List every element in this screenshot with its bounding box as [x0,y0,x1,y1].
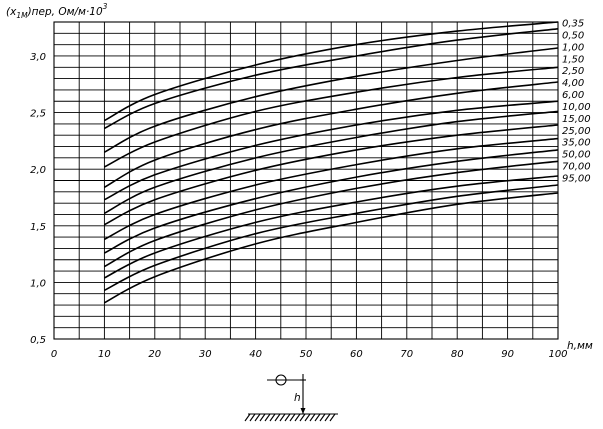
series-label: 6,00 [562,90,584,101]
conductor-schematic: h [244,374,338,422]
x-tick-label: 0 [51,349,57,360]
series-line [104,110,559,215]
x-tick-label: 60 [350,349,363,360]
y-tick-label: 0,5 [30,335,46,346]
curves [104,21,559,304]
x-tick-label: 30 [199,349,212,360]
series-line [104,100,559,201]
series-line [104,124,559,226]
grid [53,21,559,340]
series-labels: 0,350,501,001,502,504,006,0010,0015,0025… [562,19,591,185]
y-tick-labels: 0,5 1,0 1,5 2,0 2,5 3,0 [30,52,46,346]
series-label: 1,00 [562,42,584,53]
plot-frame [53,21,559,340]
x-axis-label: h,мм [567,340,593,352]
series-label: 95,00 [562,174,591,185]
y-tick-label: 2,0 [30,165,46,176]
series-line [104,192,559,304]
x-tick-label: 20 [148,349,161,360]
series-line [104,28,559,130]
series-line [104,149,559,254]
series-label: 2,50 [562,66,584,77]
series-label: 50,00 [562,150,591,161]
series-label: 70,00 [562,162,591,173]
series-line [104,66,559,168]
x-tick-label: 90 [501,349,514,360]
series-label: 35,00 [562,138,591,149]
x-tick-label: 70 [400,349,413,360]
y-tick-label: 1,0 [30,278,46,289]
series-label: 4,00 [562,78,584,89]
x-tick-label: 40 [249,349,262,360]
series-line [104,160,559,268]
schematic-h-label: h [294,392,301,404]
x-tick-label: 10 [98,349,111,360]
series-line [104,184,559,292]
series-label: 0,50 [562,30,584,41]
y-tick-label: 2,5 [30,109,46,120]
series-label: 10,00 [562,102,591,113]
y-tick-label: 3,0 [30,52,46,63]
y-axis-label: (x1М)пер, Ом/м·103 [6,2,108,20]
series-line [104,47,559,153]
series-label: 25,00 [562,126,591,137]
series-label: 1,50 [562,54,584,65]
series-label: 15,00 [562,114,591,125]
series-line [104,175,559,279]
y-tick-label: 1,5 [30,222,46,233]
x-tick-label: 80 [451,349,464,360]
x-tick-labels: 0 10 20 30 40 50 60 70 80 90 100 [51,349,568,360]
series-line [104,21,559,122]
x-tick-label: 50 [300,349,313,360]
series-label: 0,35 [562,19,584,30]
x-tick-label: 100 [548,349,567,360]
series-line [104,137,559,241]
series-line [104,81,559,189]
